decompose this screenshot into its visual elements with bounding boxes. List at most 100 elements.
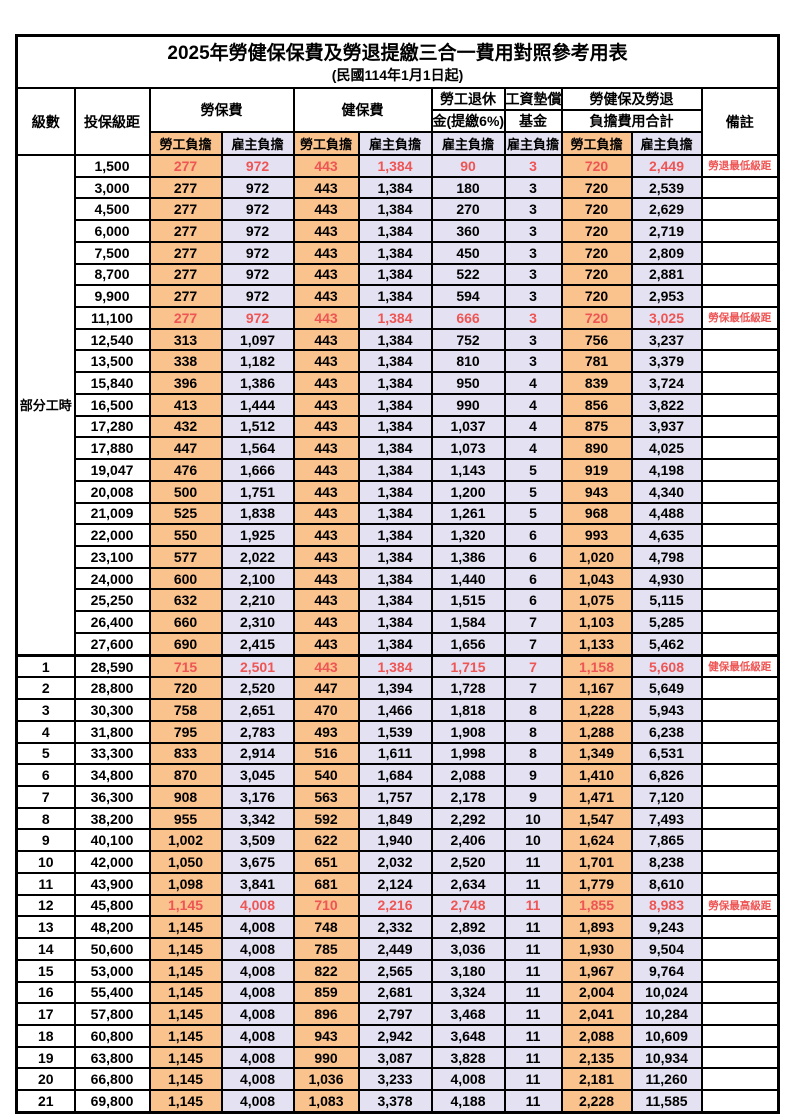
pension-cell: 1,584 — [430, 610, 506, 634]
wage-fund-cell: 5 — [503, 479, 563, 504]
labor-employer-cell: 3,509 — [220, 828, 295, 853]
labor-employer-cell: 972 — [220, 175, 295, 200]
remark-cell — [700, 850, 780, 874]
pension-cell: 180 — [430, 175, 506, 200]
level-cell: 17 — [15, 1002, 76, 1026]
remark-cell — [700, 240, 780, 265]
health-employee-cell: 443 — [292, 523, 360, 547]
table-row: 3 30,300 758 2,651 470 1,466 1,818 8 1,228 5,943 — [15, 698, 780, 722]
bracket-cell: 48,200 — [73, 915, 151, 940]
total-employer-cell: 3,025 — [630, 306, 703, 330]
table-row: 13,500 338 1,182 443 1,384 810 3 781 3,379 — [17, 349, 780, 374]
health-employee-cell: 748 — [292, 915, 360, 940]
health-employee-cell: 493 — [292, 719, 360, 744]
total-employer-cell: 6,531 — [630, 741, 703, 766]
health-employer-cell: 2,332 — [357, 915, 433, 940]
health-employer-cell: 1,384 — [357, 371, 433, 395]
labor-employee-cell: 1,002 — [148, 828, 223, 853]
total-employer-cell: 5,115 — [630, 588, 703, 613]
labor-employee-cell: 413 — [148, 392, 223, 417]
level-cell: 20 — [15, 1067, 76, 1092]
remark-cell — [700, 175, 780, 200]
labor-employee-cell: 1,098 — [148, 871, 223, 896]
labor-employee-cell: 1,145 — [148, 980, 223, 1005]
health-employer-cell: 1,384 — [357, 306, 433, 330]
bracket-cell: 25,250 — [73, 588, 151, 613]
table-row: 14 50,600 1,145 4,008 785 2,449 3,036 11 1,930 9,… — [15, 937, 780, 961]
total-employee-cell: 1,624 — [560, 828, 633, 853]
table-row: 18 60,800 1,145 4,008 943 2,942 3,648 11 2,088 10… — [15, 1023, 780, 1048]
bracket-cell: 30,300 — [73, 698, 151, 722]
remark-cell: 勞退最低級距 — [700, 154, 780, 178]
total-employer-cell: 7,120 — [630, 785, 703, 809]
header-row-3: 勞工負擔 雇主負擔 勞工負擔 雇主負擔 雇主負擔 雇主負擔 勞工負擔 雇主負擔 — [17, 131, 779, 156]
health-employee-cell: 443 — [292, 284, 360, 309]
total-employee-cell: 1,020 — [560, 544, 633, 569]
remark-cell — [700, 937, 780, 961]
labor-employee-cell: 338 — [148, 349, 223, 374]
bracket-cell: 28,800 — [73, 676, 151, 701]
col-header-remark: 備註 — [700, 87, 780, 156]
health-employer-cell: 1,384 — [357, 458, 433, 482]
total-employer-cell: 2,809 — [630, 240, 703, 265]
pension-cell: 3,324 — [430, 980, 506, 1005]
labor-employer-cell: 972 — [220, 240, 295, 265]
labor-employer-cell: 4,008 — [220, 980, 295, 1005]
total-employee-cell: 943 — [560, 479, 633, 504]
total-employee-cell: 839 — [560, 371, 633, 395]
health-employee-cell: 443 — [292, 262, 360, 287]
total-employer-cell: 10,934 — [630, 1045, 703, 1070]
subheader-total-employee: 勞工負擔 — [560, 131, 633, 156]
health-employer-cell: 1,940 — [357, 828, 433, 853]
labor-employer-cell: 972 — [220, 219, 295, 243]
health-employer-cell: 2,449 — [357, 937, 433, 961]
labor-employer-cell: 972 — [220, 306, 295, 330]
labor-employer-cell: 1,666 — [220, 458, 295, 482]
labor-employer-cell: 3,841 — [220, 871, 295, 896]
table-row: 8,700 277 972 443 1,384 522 3 720 2,881 — [17, 262, 780, 287]
labor-employer-cell: 3,176 — [220, 785, 295, 809]
level-cell: 8 — [15, 806, 76, 831]
health-employer-cell: 3,378 — [357, 1089, 433, 1114]
health-employee-cell: 540 — [292, 763, 360, 788]
health-employee-cell: 943 — [292, 1023, 360, 1048]
health-employee-cell: 710 — [292, 893, 360, 918]
total-employer-cell: 8,238 — [630, 850, 703, 874]
wage-fund-cell: 11 — [503, 1045, 563, 1070]
wage-fund-cell: 7 — [503, 631, 563, 657]
health-employer-cell: 1,384 — [357, 436, 433, 461]
wage-fund-cell: 11 — [503, 958, 563, 983]
remark-cell: 勞保最高級距 — [700, 893, 780, 918]
labor-employer-cell: 1,751 — [220, 479, 295, 504]
col-header-bracket: 投保級距 — [73, 87, 151, 156]
labor-employer-cell: 3,045 — [220, 763, 295, 788]
pension-cell: 2,748 — [430, 893, 506, 918]
table-row: 17,280 432 1,512 443 1,384 1,037 4 875 3,937 — [17, 414, 780, 439]
total-employer-cell: 8,610 — [630, 871, 703, 896]
health-employer-cell: 1,384 — [357, 631, 433, 657]
bracket-cell: 23,100 — [73, 544, 151, 569]
total-employee-cell: 1,410 — [560, 763, 633, 788]
remark-cell — [700, 371, 780, 395]
total-employer-cell: 9,764 — [630, 958, 703, 983]
health-employee-cell: 1,083 — [292, 1089, 360, 1114]
labor-employee-cell: 1,145 — [148, 915, 223, 940]
health-employer-cell: 1,384 — [357, 197, 433, 222]
table-row: 19 63,800 1,145 4,008 990 3,087 3,828 11 2,135 10… — [15, 1045, 780, 1070]
wage-fund-cell: 5 — [503, 458, 563, 482]
total-employer-cell: 2,953 — [630, 284, 703, 309]
remark-cell — [700, 523, 780, 547]
health-employer-cell: 1,384 — [357, 327, 433, 352]
remark-cell — [700, 1089, 780, 1114]
health-employer-cell: 1,394 — [357, 676, 433, 701]
health-employee-cell: 990 — [292, 1045, 360, 1070]
labor-employer-cell: 2,210 — [220, 588, 295, 613]
total-employer-cell: 4,340 — [630, 479, 703, 504]
wage-fund-cell: 8 — [503, 741, 563, 766]
health-employer-cell: 1,384 — [357, 284, 433, 309]
table-row: 11 43,900 1,098 3,841 681 2,124 2,634 11 1,779 8,… — [15, 871, 780, 896]
total-employee-cell: 1,779 — [560, 871, 633, 896]
total-employee-cell: 1,349 — [560, 741, 633, 766]
wage-fund-cell: 11 — [503, 1002, 563, 1026]
wage-fund-cell: 3 — [503, 219, 563, 243]
